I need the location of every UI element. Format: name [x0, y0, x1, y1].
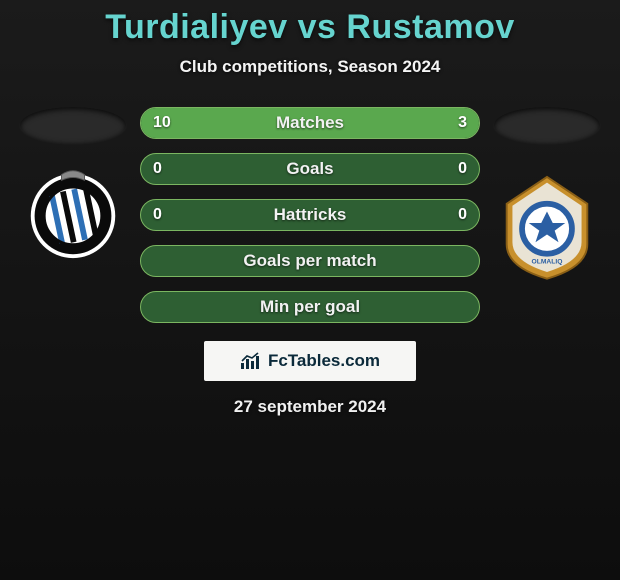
- stat-label: Goals per match: [243, 251, 376, 271]
- right-player-slot: [494, 107, 600, 143]
- left-side: [20, 107, 126, 261]
- stat-label: Min per goal: [260, 297, 360, 317]
- stat-row: 0 0 Hattricks: [140, 199, 480, 231]
- page-subtitle: Club competitions, Season 2024: [0, 57, 620, 77]
- stat-label: Goals: [286, 159, 333, 179]
- comparison-panel: 10 3 Matches 0 0 Goals 0 0 Hattricks Goals per ma…: [0, 107, 620, 323]
- stat-value-left: 10: [153, 114, 171, 132]
- page-title: Turdialiyev vs Rustamov: [0, 0, 620, 47]
- chart-icon: [240, 352, 262, 370]
- stat-row: 0 0 Goals: [140, 153, 480, 185]
- brand-text: FcTables.com: [268, 351, 380, 371]
- stat-value-right: 0: [458, 160, 467, 178]
- stat-row: Min per goal: [140, 291, 480, 323]
- stat-value-right: 0: [458, 206, 467, 224]
- club-left-crest: [25, 165, 121, 261]
- date-label: 27 september 2024: [0, 397, 620, 417]
- svg-text:OLMALIQ: OLMALIQ: [532, 258, 563, 265]
- stat-value-right: 3: [458, 114, 467, 132]
- stat-row: Goals per match: [140, 245, 480, 277]
- stat-value-left: 0: [153, 206, 162, 224]
- brand-badge: FcTables.com: [204, 341, 416, 381]
- stat-value-left: 0: [153, 160, 162, 178]
- club-right-crest: OLMALIQ: [499, 175, 595, 271]
- club-left-crest-icon: [25, 165, 121, 261]
- club-right-crest-icon: OLMALIQ: [499, 175, 595, 281]
- right-side: OLMALIQ: [494, 107, 600, 271]
- stat-row: 10 3 Matches: [140, 107, 480, 139]
- left-player-slot: [20, 107, 126, 143]
- stat-bars: 10 3 Matches 0 0 Goals 0 0 Hattricks Goals per ma…: [140, 107, 480, 323]
- bar-fill-left: [141, 108, 401, 138]
- bar-fill-right: [401, 108, 479, 138]
- stat-label: Hattricks: [274, 205, 347, 225]
- stat-label: Matches: [276, 113, 344, 133]
